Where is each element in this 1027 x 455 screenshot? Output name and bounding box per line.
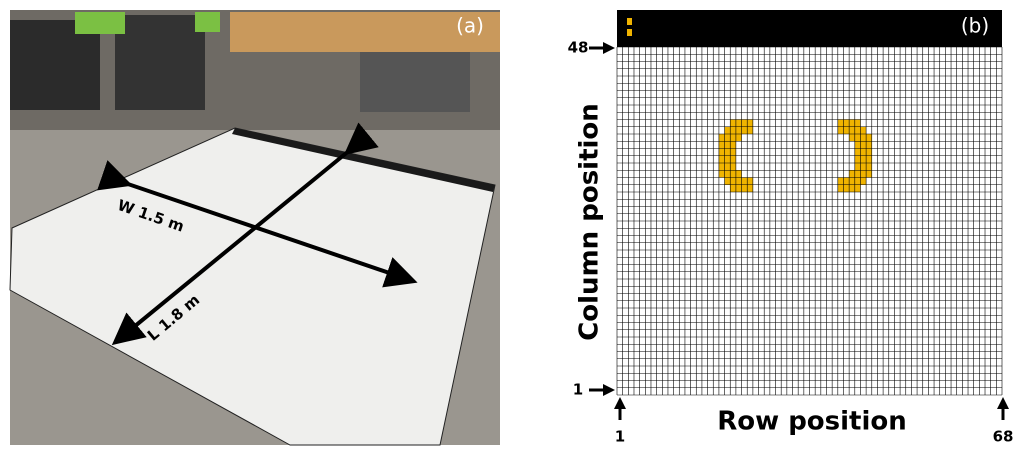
active-cell bbox=[860, 170, 866, 177]
x-right-label: 68 bbox=[993, 428, 1014, 446]
active-cell bbox=[719, 134, 725, 141]
active-cell bbox=[742, 127, 748, 134]
active-cell bbox=[736, 127, 742, 134]
active-cell bbox=[843, 120, 849, 127]
active-cell bbox=[725, 178, 731, 185]
active-cell bbox=[860, 141, 866, 148]
header-band bbox=[617, 10, 1002, 47]
active-cell bbox=[725, 170, 731, 177]
active-cell bbox=[866, 149, 872, 156]
active-cell bbox=[849, 170, 855, 177]
active-cell bbox=[849, 127, 855, 134]
active-cell bbox=[742, 120, 748, 127]
active-cell bbox=[843, 178, 849, 185]
active-cell bbox=[730, 163, 736, 170]
active-cell bbox=[725, 127, 731, 134]
active-cell bbox=[855, 178, 861, 185]
active-cell bbox=[860, 149, 866, 156]
active-cell bbox=[725, 163, 731, 170]
active-cell bbox=[860, 127, 866, 134]
active-cell bbox=[860, 163, 866, 170]
active-cell bbox=[866, 170, 872, 177]
active-cell bbox=[725, 134, 731, 141]
grid bbox=[617, 47, 1002, 395]
panel-label: (b) bbox=[961, 14, 989, 38]
active-cell bbox=[725, 149, 731, 156]
active-cell bbox=[849, 120, 855, 127]
active-cell bbox=[730, 178, 736, 185]
active-cell bbox=[855, 141, 861, 148]
active-cell bbox=[855, 120, 861, 127]
active-cell bbox=[838, 178, 844, 185]
active-cell bbox=[719, 141, 725, 148]
active-cell bbox=[860, 134, 866, 141]
active-cell bbox=[838, 120, 844, 127]
y-top-label: 48 bbox=[568, 39, 589, 57]
active-cell bbox=[736, 170, 742, 177]
active-cell bbox=[860, 156, 866, 163]
active-cell bbox=[730, 149, 736, 156]
active-cell bbox=[838, 127, 844, 134]
active-cell bbox=[855, 163, 861, 170]
active-cell bbox=[747, 178, 753, 185]
sensor-grid-panel: (b) 48 1 1 68 Column position Row positi… bbox=[568, 10, 1014, 446]
active-cell bbox=[730, 134, 736, 141]
active-cell bbox=[719, 170, 725, 177]
active-cell bbox=[849, 134, 855, 141]
active-cell bbox=[730, 156, 736, 163]
photo: (a) W 1.5 m L 1.8 m bbox=[10, 10, 500, 445]
active-cell bbox=[855, 134, 861, 141]
y-axis-title: Column position bbox=[575, 103, 605, 341]
active-cell bbox=[866, 141, 872, 148]
active-cell bbox=[860, 178, 866, 185]
active-cell bbox=[742, 178, 748, 185]
active-cell bbox=[838, 185, 844, 192]
active-cell bbox=[730, 185, 736, 192]
active-cell bbox=[855, 185, 861, 192]
active-cell bbox=[719, 163, 725, 170]
active-cell bbox=[725, 156, 731, 163]
active-cell bbox=[843, 185, 849, 192]
active-cell bbox=[849, 185, 855, 192]
active-cell bbox=[747, 120, 753, 127]
active-cell bbox=[747, 185, 753, 192]
active-cell bbox=[849, 178, 855, 185]
x-axis-title: Row position bbox=[717, 407, 907, 437]
active-cell bbox=[730, 170, 736, 177]
active-cell bbox=[855, 156, 861, 163]
active-cell bbox=[747, 127, 753, 134]
active-cell bbox=[866, 163, 872, 170]
active-cell bbox=[855, 127, 861, 134]
active-cell bbox=[736, 134, 742, 141]
active-cell bbox=[855, 149, 861, 156]
active-cell bbox=[866, 134, 872, 141]
active-cell bbox=[719, 149, 725, 156]
active-cell bbox=[730, 127, 736, 134]
active-cell bbox=[730, 141, 736, 148]
active-cell bbox=[855, 170, 861, 177]
x-left-label: 1 bbox=[615, 428, 625, 446]
figure: (a) W 1.5 m L 1.8 m (b) 48 1 1 68 Column… bbox=[0, 0, 1027, 455]
active-cell bbox=[843, 127, 849, 134]
active-cell bbox=[719, 156, 725, 163]
active-cell bbox=[866, 156, 872, 163]
active-cell bbox=[742, 185, 748, 192]
active-cell bbox=[736, 178, 742, 185]
active-cell bbox=[725, 141, 731, 148]
active-cell bbox=[736, 185, 742, 192]
active-cell bbox=[730, 120, 736, 127]
y-bottom-label: 1 bbox=[573, 381, 583, 399]
panel-label: (a) bbox=[456, 14, 484, 38]
active-cell bbox=[736, 120, 742, 127]
